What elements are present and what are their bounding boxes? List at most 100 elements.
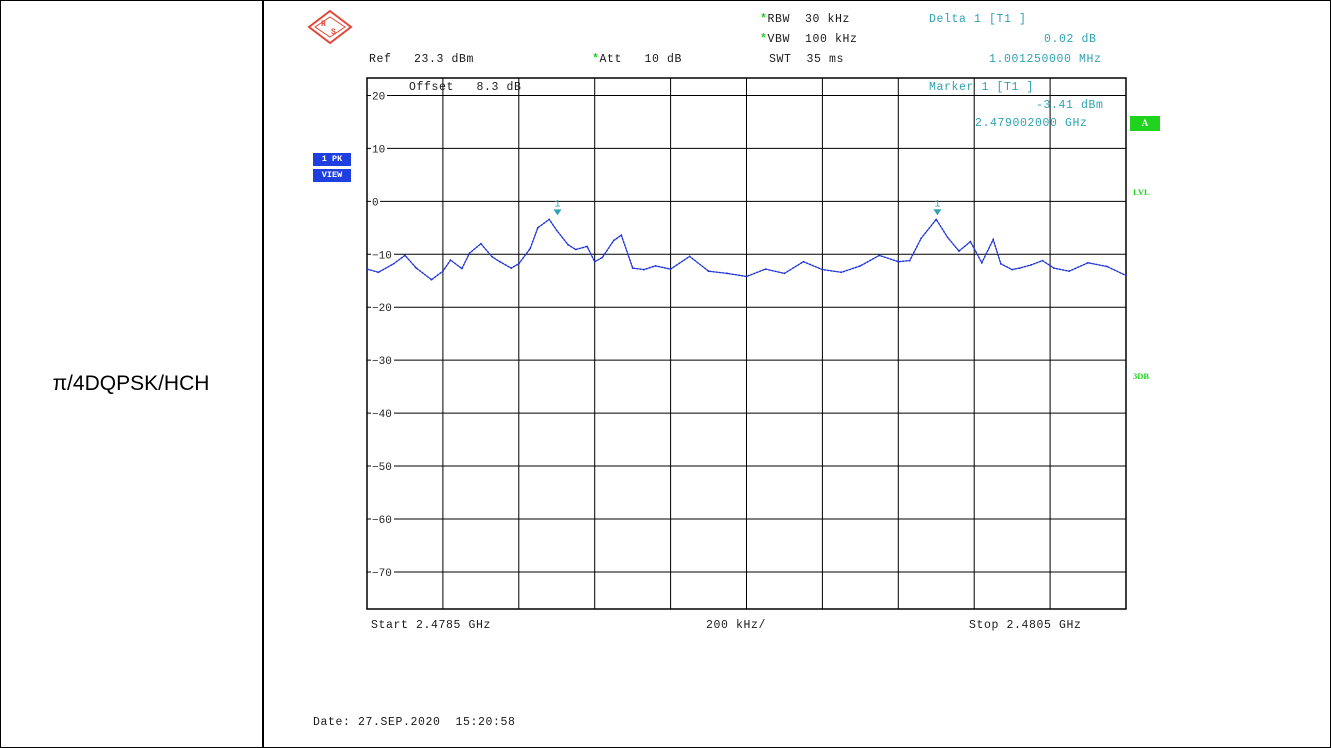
y-tick-label: −10 bbox=[372, 250, 392, 262]
trace-point bbox=[555, 229, 558, 232]
trace-point bbox=[461, 267, 463, 270]
trace-point bbox=[878, 254, 881, 257]
trace-point bbox=[764, 268, 767, 270]
trace-point bbox=[491, 256, 494, 258]
spectrum-trace-solid bbox=[366, 218, 1127, 281]
trace-point bbox=[404, 254, 406, 257]
trace-point bbox=[536, 226, 539, 229]
trace-point bbox=[442, 270, 444, 273]
trace-point bbox=[783, 272, 786, 275]
trace-point bbox=[548, 218, 551, 221]
y-tick-label-bg bbox=[371, 514, 394, 524]
trace-point bbox=[480, 242, 482, 245]
y-tick-label: −60 bbox=[372, 515, 392, 527]
trace-point bbox=[897, 260, 900, 263]
trace-point bbox=[946, 236, 949, 239]
trace-point bbox=[1106, 265, 1108, 268]
y-tick-label-bg bbox=[371, 566, 394, 577]
trace-point bbox=[510, 267, 513, 269]
trace-detector-badge: 1 PK bbox=[313, 153, 351, 166]
trace-point bbox=[1018, 267, 1021, 269]
trace-point bbox=[377, 271, 380, 274]
trace-point bbox=[1068, 270, 1070, 273]
delta-marker-1-triangle bbox=[933, 209, 942, 216]
marker-title: Marker 1 [T1 ] bbox=[929, 81, 1035, 94]
trace-point bbox=[821, 268, 824, 271]
offset-readout: Offset 8.3 dB bbox=[409, 81, 522, 94]
delta-level: 0.02 dB bbox=[1044, 33, 1097, 46]
trace-point bbox=[669, 268, 672, 270]
trace-point bbox=[620, 234, 623, 237]
marker-level: -3.41 dBm bbox=[1036, 99, 1104, 112]
y-tick-label-bg bbox=[371, 408, 394, 419]
svg-text:R: R bbox=[321, 20, 326, 29]
y-tick-label: −20 bbox=[372, 303, 392, 315]
trace-point bbox=[574, 248, 577, 251]
trace-point bbox=[1087, 261, 1089, 264]
trace-point bbox=[859, 265, 862, 267]
span-per-division: 200 kHz/ bbox=[706, 619, 767, 632]
tick-label-layer: 20 10 0 −10 −20 −30 −40 −50 −60 −70 bbox=[371, 90, 394, 580]
trace-point bbox=[366, 268, 368, 270]
capture-date: Date: 27.SEP.2020 15:20:58 bbox=[313, 716, 516, 729]
trace-point bbox=[992, 238, 995, 241]
y-tick-label-bg bbox=[371, 143, 387, 154]
plot-grid bbox=[366, 77, 1127, 610]
y-tick-label-bg bbox=[371, 461, 394, 472]
trace-view-badge: VIEW bbox=[313, 169, 351, 182]
y-tick-label-bg bbox=[371, 355, 394, 366]
delta-frequency: 1.001250000 MHz bbox=[989, 53, 1102, 66]
ref-readout: Ref 23.3 dBm bbox=[369, 53, 475, 66]
lvl-indicator: LVL bbox=[1133, 187, 1150, 197]
swt-readout: SWT 35 ms bbox=[769, 53, 845, 66]
trace-layer bbox=[366, 218, 1127, 281]
y-tick-label: −40 bbox=[372, 409, 392, 421]
trace-point bbox=[969, 240, 972, 243]
trace-point bbox=[415, 267, 418, 269]
trace-point bbox=[745, 275, 748, 278]
delta-title: Delta 1 [T1 ] bbox=[929, 13, 1027, 26]
trace-point bbox=[999, 262, 1002, 265]
trace-point bbox=[980, 261, 983, 264]
trace-point bbox=[643, 268, 645, 271]
y-tick-label: 0 bbox=[372, 197, 379, 209]
trace-point bbox=[1125, 274, 1127, 277]
trace-point bbox=[586, 245, 588, 248]
trace-point bbox=[1030, 264, 1032, 266]
trace-point bbox=[802, 260, 805, 263]
svg-text:S: S bbox=[331, 28, 336, 37]
y-tick-label-bg bbox=[371, 196, 380, 207]
att-readout: *Att 10 dB bbox=[592, 53, 683, 66]
trace-point bbox=[392, 262, 395, 265]
trace-point bbox=[612, 239, 615, 242]
y-tick-label: −70 bbox=[372, 568, 392, 580]
trace-point bbox=[529, 247, 532, 250]
trace-point bbox=[726, 272, 729, 275]
trace-point bbox=[631, 267, 634, 269]
y-tick-label: −50 bbox=[372, 462, 392, 474]
trace-point bbox=[688, 255, 691, 258]
y-tick-label-bg bbox=[371, 249, 394, 260]
trace-point bbox=[935, 218, 938, 221]
stop-frequency: Stop 2.4805 GHz bbox=[969, 619, 1082, 632]
trace-point bbox=[468, 252, 471, 255]
marker-frequency: 2.479002000 GHz bbox=[975, 117, 1088, 130]
trace-point bbox=[707, 270, 710, 273]
row-label: π/4DQPSK/HCH bbox=[52, 372, 210, 395]
trace-point bbox=[517, 262, 520, 265]
y-tick-label: 10 bbox=[372, 144, 385, 156]
y-tick-label: −30 bbox=[372, 356, 392, 368]
trace-point bbox=[430, 278, 433, 281]
trace-point bbox=[908, 259, 911, 262]
vbw-readout: *VBW 100 kHz bbox=[760, 33, 858, 46]
trace-point bbox=[567, 243, 569, 246]
trace-point bbox=[449, 259, 452, 261]
trace-point bbox=[654, 265, 657, 267]
trace-point bbox=[601, 256, 604, 259]
trace-point bbox=[840, 271, 843, 274]
start-frequency: Start 2.4785 GHz bbox=[371, 619, 492, 632]
trace-point bbox=[1011, 268, 1013, 271]
trace-point bbox=[593, 260, 596, 263]
